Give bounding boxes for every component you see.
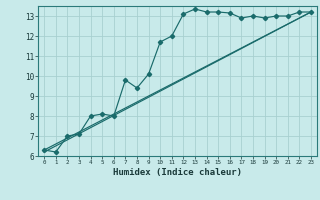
X-axis label: Humidex (Indice chaleur): Humidex (Indice chaleur) (113, 168, 242, 177)
